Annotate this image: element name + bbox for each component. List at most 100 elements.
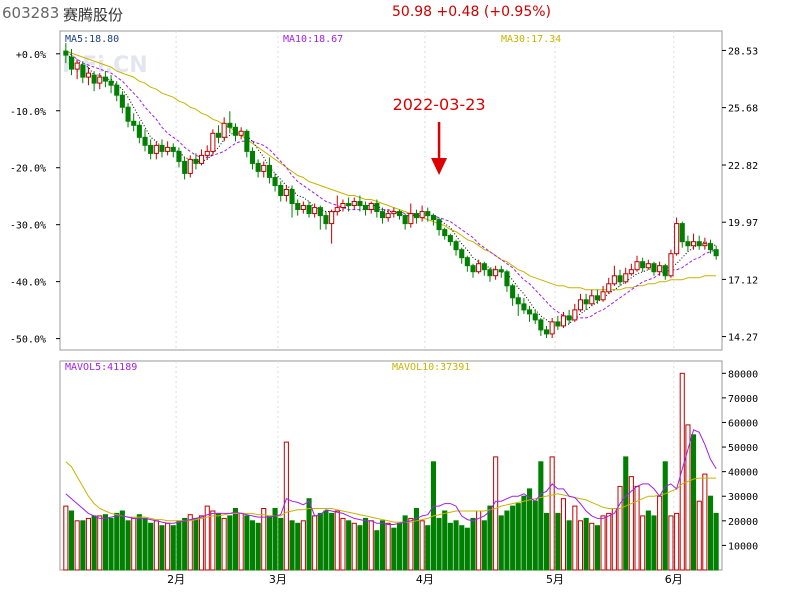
candle-body — [572, 309, 578, 321]
candle-body — [199, 154, 205, 164]
volume-bar — [447, 522, 453, 571]
volume-bar — [289, 520, 295, 571]
candle-body — [368, 203, 374, 210]
left-tick-label: -30.0% — [10, 221, 46, 232]
candle-body — [674, 223, 680, 255]
volume-bar — [464, 527, 470, 571]
candle-body — [408, 213, 414, 225]
volume-bar — [357, 525, 363, 571]
candle-body — [193, 158, 199, 164]
volume-bar — [368, 520, 374, 571]
volume-bar — [306, 498, 312, 571]
volume-bar — [148, 522, 154, 571]
volume-bar — [238, 512, 244, 571]
volume-bar — [493, 456, 499, 571]
volume-bar — [153, 520, 159, 571]
candle-body — [413, 213, 419, 219]
candle-body — [504, 271, 510, 287]
candle-body — [640, 261, 646, 269]
candle-body — [702, 243, 708, 247]
volume-bar — [594, 525, 601, 571]
x-month-label: 3月 — [269, 573, 287, 586]
candle-body — [374, 203, 380, 212]
right-tick-label: 22.82 — [728, 161, 758, 172]
volume-bar — [329, 512, 335, 571]
volume-bar — [419, 520, 425, 571]
volume-bar — [674, 512, 680, 571]
x-month-label: 6月 — [665, 573, 683, 586]
volume-bar — [266, 515, 272, 571]
candle-body — [544, 329, 550, 335]
candle-body — [272, 177, 278, 186]
volume-tick-label: 50000 — [728, 443, 758, 454]
candle-body — [357, 201, 363, 206]
volume-bar — [702, 473, 708, 571]
candle-body — [125, 106, 131, 122]
volume-bar — [221, 517, 227, 571]
candle-body — [306, 205, 312, 214]
candle-body — [187, 158, 193, 174]
left-tick-label: -50.0% — [10, 335, 46, 346]
candle-body — [521, 303, 527, 311]
volume-bar — [300, 520, 306, 571]
volume-bar — [425, 525, 431, 571]
volume-bar — [340, 517, 346, 571]
right-tick-label: 25.68 — [728, 104, 758, 115]
candle-body — [153, 144, 159, 154]
candle-body — [651, 263, 657, 273]
mavol10-legend: MAVOL10:37391 — [392, 362, 470, 373]
volume-bar — [295, 522, 301, 571]
left-tick-label: -20.0% — [10, 164, 46, 175]
volume-bar — [312, 515, 318, 571]
volume-bar — [560, 498, 567, 571]
candle-body — [600, 291, 606, 301]
ma10-legend: MA10:18.67 — [283, 34, 343, 45]
candle-body — [170, 146, 176, 152]
candle-body — [346, 203, 352, 206]
candle-body — [583, 299, 589, 305]
candle-body — [589, 295, 595, 305]
candle-body — [555, 321, 561, 327]
volume-bar — [679, 372, 685, 571]
volume-bar — [487, 505, 493, 571]
volume-bar — [210, 510, 216, 571]
ma5-legend: MA5:18.80 — [65, 34, 119, 45]
candle-body — [312, 207, 318, 215]
candle-body — [425, 211, 431, 217]
volume-bar — [385, 522, 391, 571]
volume-bar — [538, 461, 544, 571]
volume-bar — [685, 424, 691, 571]
volume-bar — [481, 520, 487, 571]
volume-tick-label: 30000 — [728, 492, 758, 503]
candle-body — [289, 189, 295, 204]
volume-bar — [182, 517, 188, 571]
volume-bar — [351, 522, 357, 571]
candle-body — [385, 213, 391, 219]
volume-bar — [176, 520, 182, 571]
left-tick-label: -40.0% — [10, 278, 46, 289]
candle-body — [176, 150, 182, 162]
candle-body — [102, 76, 109, 82]
volume-tick-label: 60000 — [728, 418, 758, 429]
candle-body — [617, 275, 623, 283]
candle-body — [249, 150, 255, 164]
volume-bar — [91, 515, 97, 571]
candle-body — [165, 146, 171, 152]
volume-bar — [380, 520, 386, 571]
candle-body — [447, 235, 453, 243]
candle-body — [142, 136, 148, 146]
candle-body — [527, 309, 533, 315]
candle-body — [238, 130, 244, 136]
candle-body — [204, 150, 210, 156]
candle-body — [577, 299, 584, 311]
volume-bar — [583, 517, 589, 571]
candle-body — [108, 80, 114, 86]
candle-body — [566, 315, 572, 321]
volume-bar — [657, 495, 663, 571]
candle-body — [685, 241, 691, 247]
candle-body — [459, 249, 465, 259]
volume-bar — [74, 520, 80, 571]
volume-bar — [476, 510, 482, 571]
volume-bar — [278, 517, 284, 571]
volume-bar — [402, 515, 408, 571]
